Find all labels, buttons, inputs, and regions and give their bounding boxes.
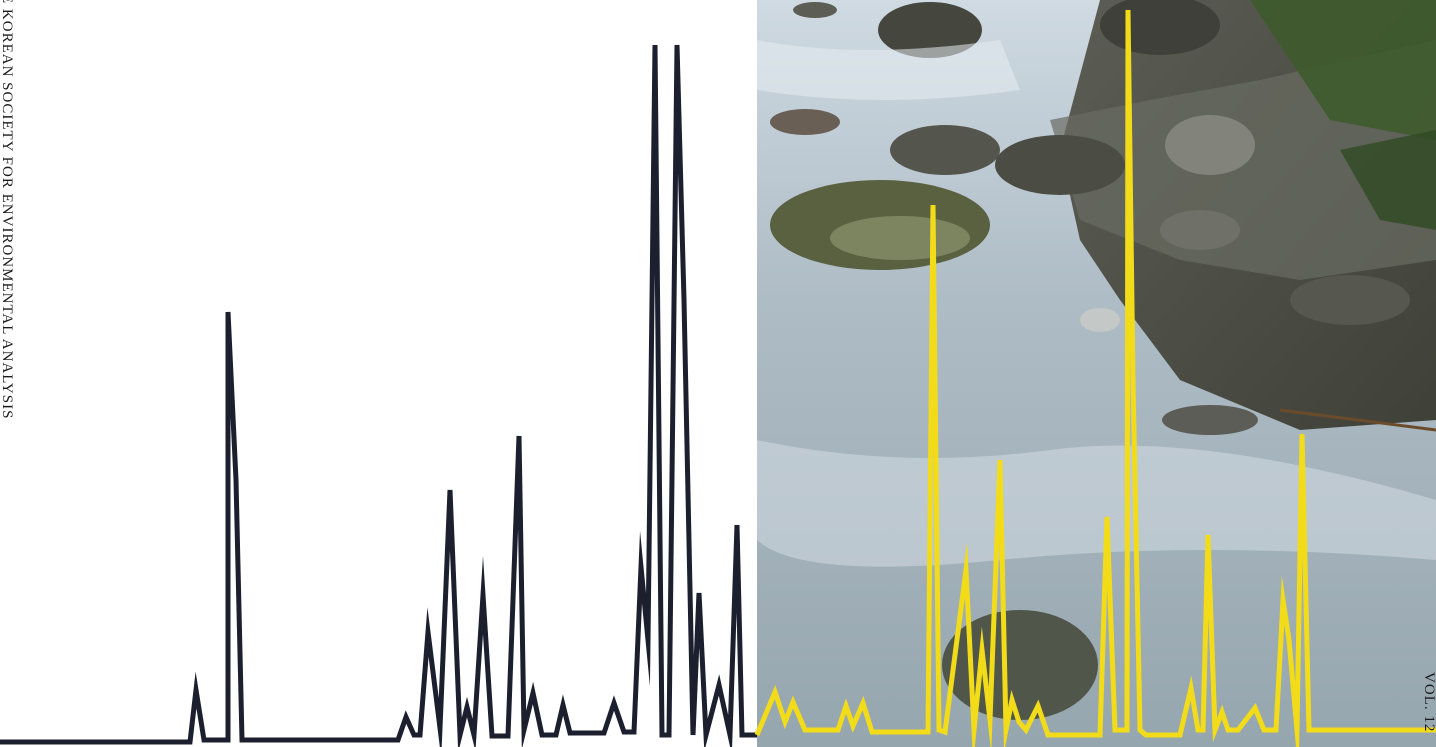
river-photo	[757, 0, 1436, 747]
spine-volume-label: VOL. 12	[1421, 672, 1436, 733]
dark-chromatogram-trace	[0, 44, 757, 747]
spine-journal-name: E KOREAN SOCIETY FOR ENVIRONMENTAL ANALY…	[0, 0, 15, 420]
yellow-chromatogram-trace	[754, 9, 1436, 747]
